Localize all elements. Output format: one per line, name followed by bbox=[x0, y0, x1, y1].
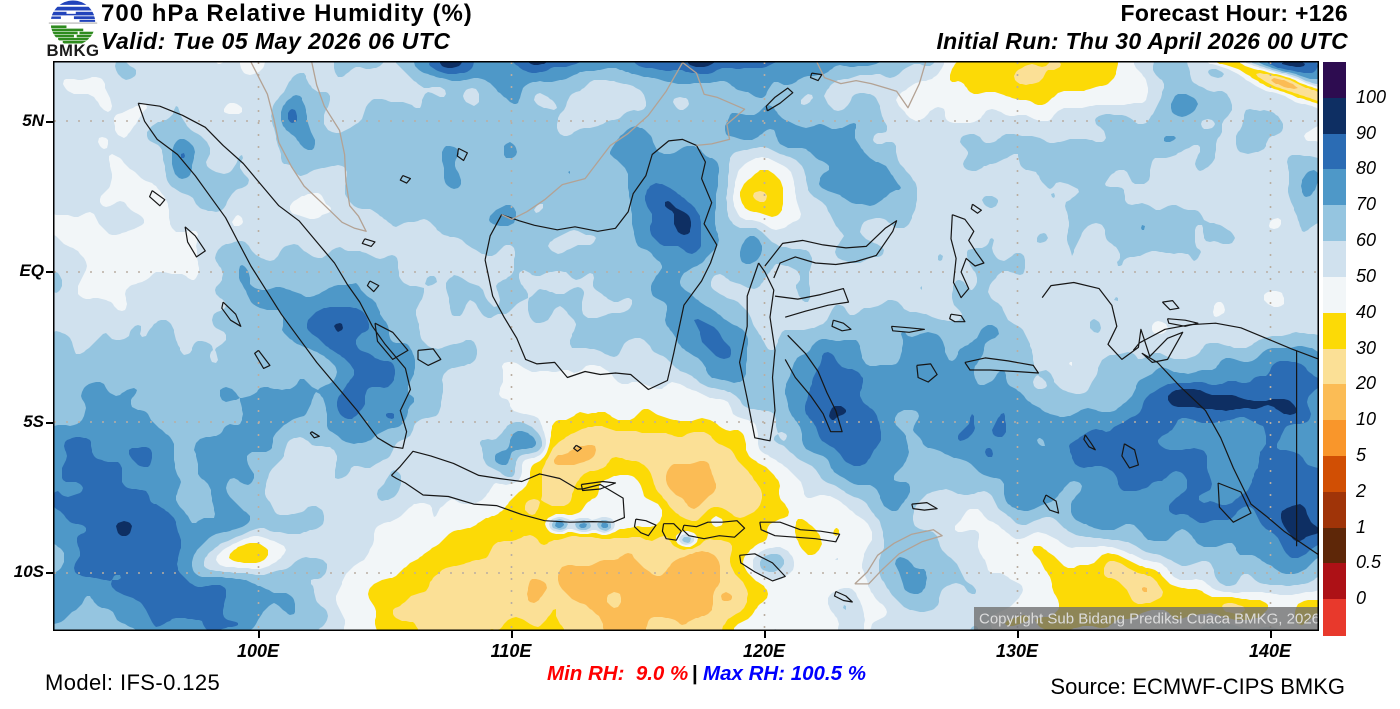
svg-text:Copyright Sub Bidang Prediksi: Copyright Sub Bidang Prediksi Cuaca BMKG… bbox=[979, 611, 1319, 628]
svg-text:BMKG: BMKG bbox=[46, 41, 99, 58]
